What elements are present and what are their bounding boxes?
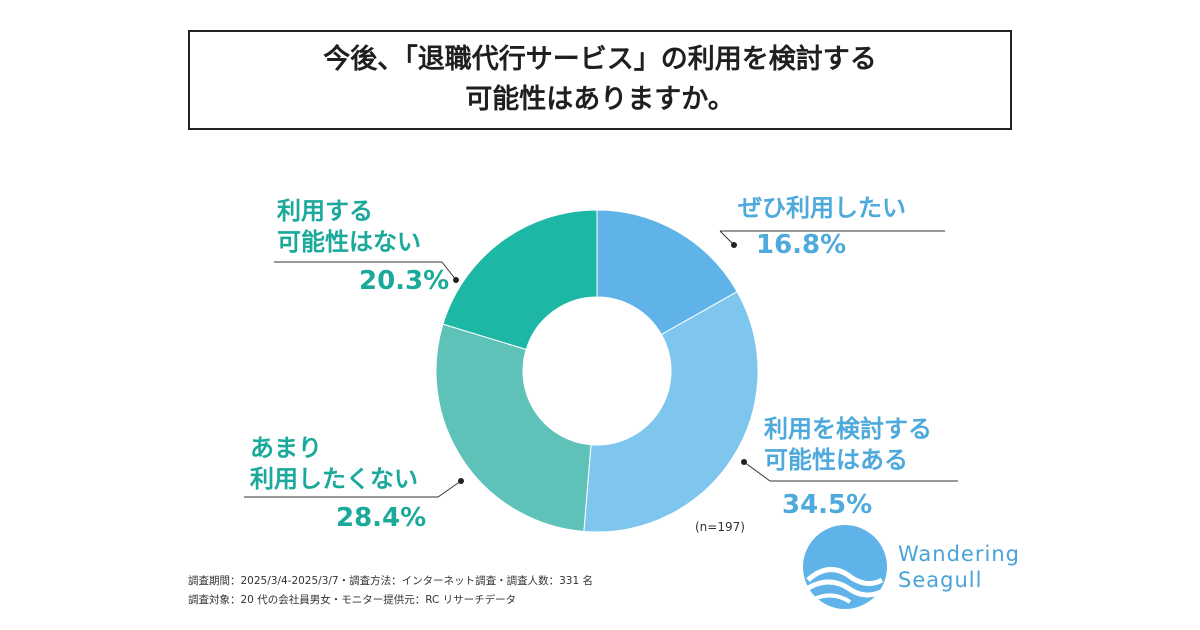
donut-slice-1 bbox=[596, 209, 738, 336]
slice-4-label-line-1: 利用する bbox=[277, 197, 373, 225]
slice-3-label-line-1: あまり bbox=[250, 434, 322, 462]
leader-line-3-diag bbox=[437, 480, 462, 498]
slice-3-label-line-2: 利用したくない bbox=[250, 465, 418, 493]
donut-slice-2 bbox=[583, 290, 759, 533]
slice-4-percent: 20.3% bbox=[359, 266, 450, 296]
donut-slice-4 bbox=[442, 209, 598, 351]
slice-4-label-line-2: 可能性はない bbox=[277, 228, 421, 256]
leader-line-2-diag bbox=[743, 461, 771, 482]
slice-2-label-line-2: 可能性はある bbox=[764, 446, 908, 474]
leader-line-1-diag bbox=[719, 230, 735, 246]
label-slice-3: あまり 利用したくない 28.4% bbox=[250, 433, 426, 533]
slice-3-percent: 28.4% bbox=[336, 503, 427, 533]
slice-1-percent: 16.8% bbox=[756, 230, 847, 260]
slice-2-label-line-1: 利用を検討する bbox=[764, 415, 932, 443]
label-slice-2: 利用を検討する 可能性はある 34.5% bbox=[764, 414, 932, 520]
leader-line-4-diag bbox=[441, 261, 457, 281]
title-line-1: 今後、「退職代行サービス」の利用を検討する bbox=[323, 44, 877, 75]
logo-line-2: Seagull bbox=[898, 568, 983, 592]
title-line-2: 可能性はありますか。 bbox=[465, 84, 735, 115]
slice-1-label: ぜひ利用したい bbox=[738, 194, 906, 222]
logo-text: Wandering Seagull bbox=[898, 541, 1020, 593]
seagull-logo-icon bbox=[803, 525, 887, 609]
leader-dot-3 bbox=[458, 478, 464, 484]
label-slice-1: ぜひ利用したい 16.8% bbox=[738, 193, 906, 260]
leader-dot-1 bbox=[731, 242, 737, 248]
leader-dot-2 bbox=[741, 459, 747, 465]
survey-info-line-1: 調査期間：2025/3/4-2025/3/7・調査方法：インターネット調査・調査… bbox=[188, 575, 593, 587]
title-box: 今後、「退職代行サービス」の利用を検討する 可能性はありますか。 bbox=[188, 30, 1012, 130]
survey-info-line-2: 調査対象：20 代の会社員男女・モニター提供元：RC リサーチデータ bbox=[188, 594, 517, 606]
slice-2-percent: 34.5% bbox=[782, 490, 873, 520]
sample-size-note: (n=197) bbox=[695, 520, 745, 534]
label-slice-4: 利用する 可能性はない 20.3% bbox=[277, 196, 449, 296]
donut-slice-3 bbox=[435, 323, 592, 533]
logo-line-1: Wandering bbox=[898, 542, 1020, 566]
leader-dot-4 bbox=[453, 277, 459, 283]
